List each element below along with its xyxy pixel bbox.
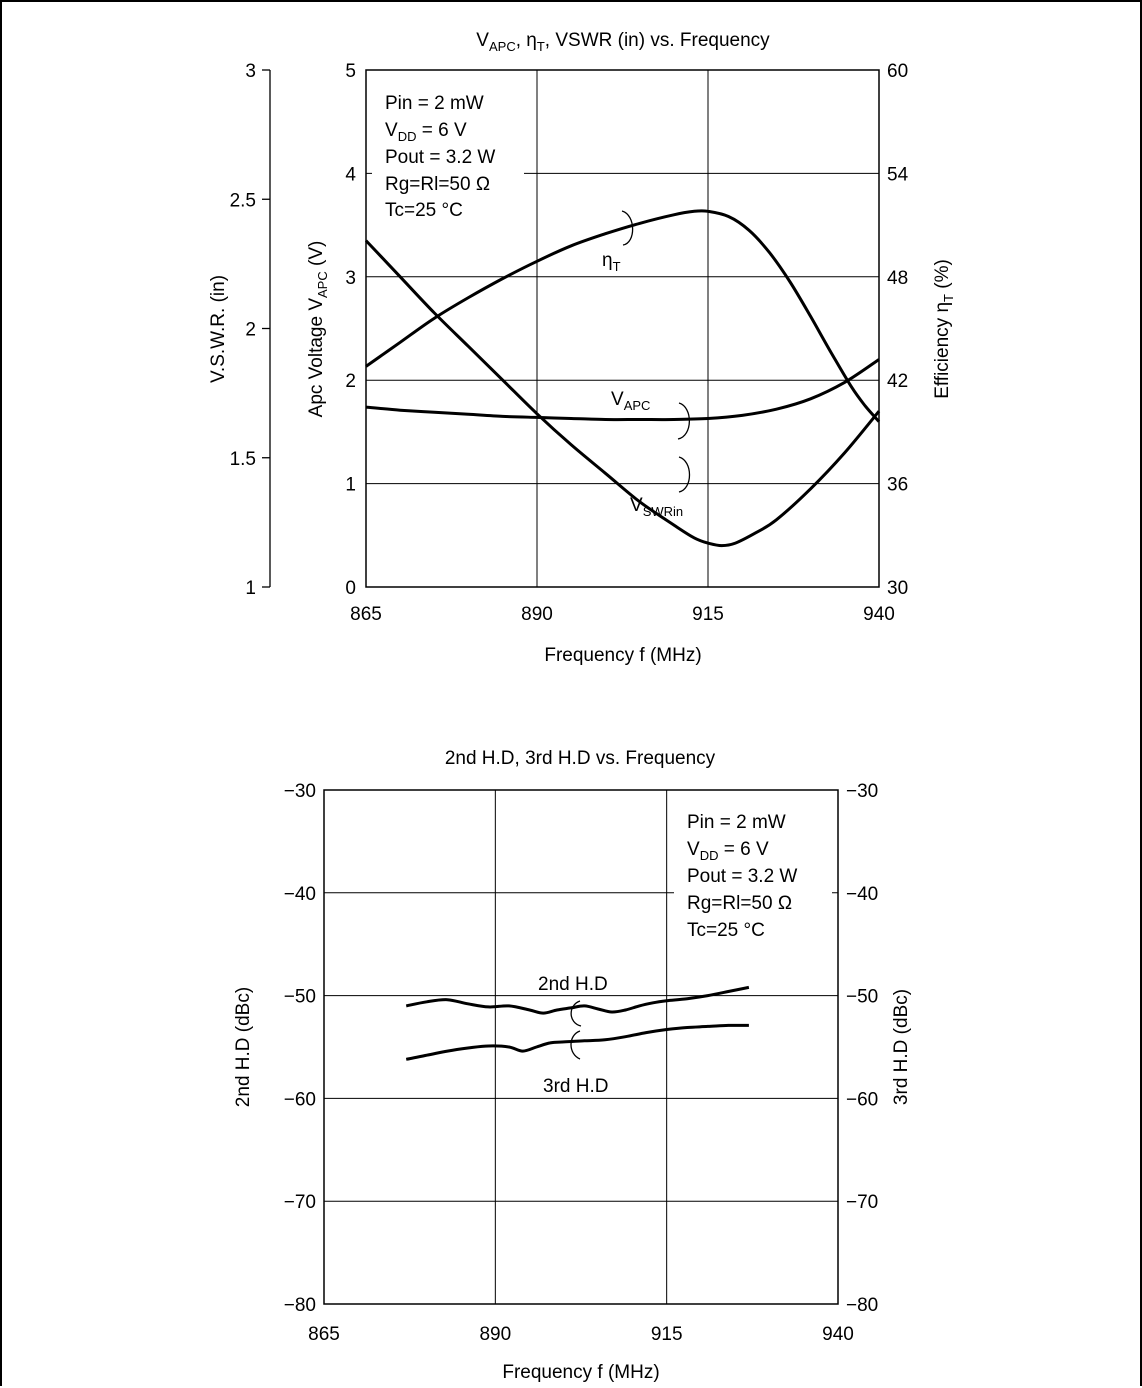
chart-2-right-tick-label: −50 [846, 987, 878, 1008]
apc-axis-ticks: 0 1 2 3 4 5 [345, 61, 356, 599]
chart-2-x-tick-label: 915 [651, 1324, 683, 1345]
vswr-tick-label: 2.5 [230, 190, 256, 211]
chart-2-left-tick-label: −60 [284, 1089, 316, 1110]
chart-2-x-ticks: 865 890 915 940 [308, 1324, 854, 1345]
chart-1: VAPC, ηT, VSWR (in) vs. Frequency 1 1.5 2 2… [208, 30, 956, 666]
condition-rg-rl: Rg=Rl=50 Ω [687, 893, 792, 914]
chart-2-left-tick-label: −40 [284, 884, 316, 905]
condition-vdd: VDD = 6 V [385, 120, 467, 144]
apc-tick-label: 1 [345, 475, 356, 496]
chart-1-x-axis-label: Frequency f (MHz) [544, 645, 701, 666]
chart-1-x-tick-label: 915 [692, 604, 724, 625]
chart-2-title: 2nd H.D, 3rd H.D vs. Frequency [445, 748, 716, 769]
chart-1-x-tick-label: 940 [863, 604, 895, 625]
chart-2-x-tick-label: 865 [308, 1324, 340, 1345]
chart-2: 2nd H.D, 3rd H.D vs. Frequency −30 −40 −50… [233, 748, 912, 1383]
vswr-tick-label: 1 [245, 578, 256, 599]
vapc-curve [365, 358, 880, 422]
chart-2-conditions-box [674, 802, 832, 950]
chart-1-title: VAPC, ηT, VSWR (in) vs. Frequency [476, 30, 770, 54]
chart-2-left-tick-label: −30 [284, 781, 316, 802]
chart-1-conditions: Pin = 2 mW VDD = 6 V Pout = 3.2 W Rg=Rl=… [385, 93, 495, 221]
2nd-hd-series-label: 2nd H.D [538, 974, 608, 995]
efficiency-tick-label: 54 [887, 164, 909, 185]
condition-tc: Tc=25 °C [687, 920, 765, 941]
chart-2-left-tick-label: −80 [284, 1295, 316, 1316]
chart-2-plot-frame [323, 789, 839, 1305]
3rd-hd-callout [570, 1030, 581, 1060]
chart-2-right-tick-label: −70 [846, 1192, 878, 1213]
2nd-hd-curve [405, 985, 750, 1015]
efficiency-tick-label: 30 [887, 578, 908, 599]
chart-1-conditions-box [372, 82, 524, 224]
efficiency-series-label: ηT [602, 250, 621, 274]
chart-2-right-tick-label: −30 [846, 781, 878, 802]
apc-tick-label: 3 [345, 268, 356, 289]
chart-2-left-tick-label: −50 [284, 987, 316, 1008]
condition-tc: Tc=25 °C [385, 200, 463, 221]
condition-rg-rl: Rg=Rl=50 Ω [385, 174, 490, 195]
chart-2-left-ticks: −30 −40 −50 −60 −70 −80 [284, 781, 316, 1316]
efficiency-tick-label: 42 [887, 371, 908, 392]
chart-1-x-ticks: 865 890 915 940 [350, 604, 895, 625]
vapc-series-label: VAPC [611, 389, 650, 413]
vswr-callout [678, 456, 691, 493]
chart-1-plot-frame [365, 69, 880, 588]
condition-pin: Pin = 2 mW [385, 93, 484, 114]
efficiency-curve [365, 209, 881, 423]
vswr-series-label: VSWRin [630, 495, 683, 519]
vswr-tick-label: 2 [245, 320, 256, 341]
efficiency-axis-ticks: 30 36 42 48 54 60 [887, 61, 909, 599]
chart-2-conditions: Pin = 2 mW VDD = 6 V Pout = 3.2 W Rg=Rl=… [687, 812, 797, 941]
vswr-tick-label: 3 [245, 61, 256, 82]
chart-1-x-tick-label: 890 [521, 604, 553, 625]
apc-axis-label: Apc Voltage VAPC (V) [306, 241, 330, 418]
2nd-hd-callout [570, 1000, 582, 1027]
efficiency-axis-label: Efficiency ηT (%) [932, 259, 956, 399]
apc-tick-label: 4 [345, 164, 356, 185]
chart-1-x-tick-label: 865 [350, 604, 382, 625]
apc-tick-label: 2 [345, 371, 356, 392]
chart-2-left-tick-label: −70 [284, 1192, 316, 1213]
efficiency-tick-label: 36 [887, 475, 908, 496]
chart-2-x-axis-label: Frequency f (MHz) [502, 1362, 659, 1383]
vswr-curve [364, 239, 881, 548]
apc-tick-label: 5 [345, 61, 356, 82]
chart-2-x-tick-label: 890 [479, 1324, 511, 1345]
condition-pin: Pin = 2 mW [687, 812, 786, 833]
condition-pout: Pout = 3.2 W [687, 866, 797, 887]
vapc-callout [677, 402, 691, 440]
efficiency-tick-label: 48 [887, 268, 908, 289]
chart-2-right-axis-label: 3rd H.D (dBc) [891, 989, 912, 1105]
condition-pout: Pout = 3.2 W [385, 147, 495, 168]
condition-vdd: VDD = 6 V [687, 839, 769, 863]
3rd-hd-series-label: 3rd H.D [543, 1076, 608, 1097]
vswr-tick-label: 1.5 [230, 449, 256, 470]
3rd-hd-curve [405, 1023, 749, 1061]
chart-2-right-ticks: −30 −40 −50 −60 −70 −80 [846, 781, 878, 1316]
vswr-axis-label: V.S.W.R. (in) [208, 275, 229, 383]
apc-tick-label: 0 [345, 578, 356, 599]
vswr-axis-ticks: 1 1.5 2 2.5 3 [230, 61, 270, 599]
chart-2-x-tick-label: 940 [822, 1324, 854, 1345]
chart-2-right-tick-label: −60 [846, 1089, 878, 1110]
chart-2-right-tick-label: −40 [846, 884, 878, 905]
chart-2-right-tick-label: −80 [846, 1295, 878, 1316]
efficiency-callout [621, 210, 634, 246]
efficiency-tick-label: 60 [887, 61, 908, 82]
chart-2-left-axis-label: 2nd H.D (dBc) [233, 987, 254, 1107]
